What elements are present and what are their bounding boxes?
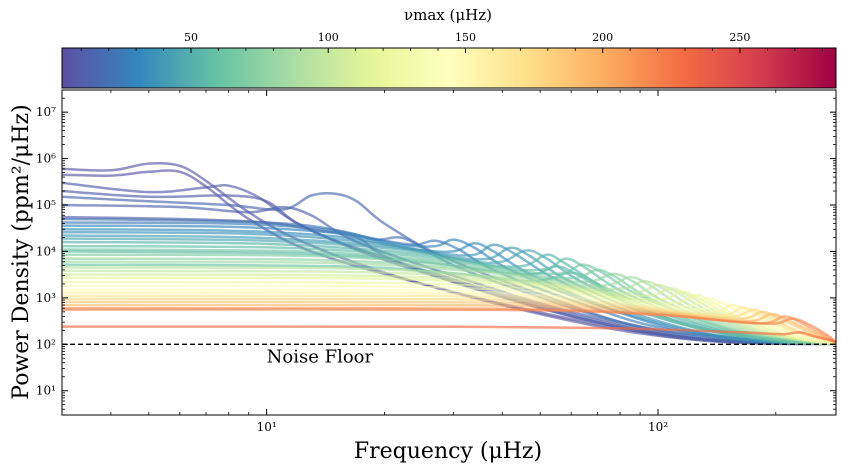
x-tick-label: 10¹	[257, 420, 277, 434]
spectrum-line	[62, 221, 836, 346]
colorbar	[61, 47, 837, 89]
colorbar-ticks: 50 100 150 200 250	[80, 31, 823, 53]
series-layer	[62, 161, 836, 346]
spectrum-line	[62, 288, 836, 345]
spectrum-line	[62, 263, 836, 346]
spectrum-line	[62, 224, 836, 346]
y-tick-label: 10⁵	[36, 198, 56, 212]
colorbar-tick-label: 200	[592, 31, 613, 44]
colorbar-tick-label: 150	[455, 31, 476, 44]
spectrum-line	[62, 325, 836, 343]
axis-ticks: 10¹ 10² 10³ 10⁴ 10⁵ 10⁶ 10⁷ 10¹ 10²	[36, 89, 836, 434]
y-tick-label: 10⁴	[36, 244, 56, 258]
colorbar-tick-label: 50	[184, 31, 198, 44]
spectrum-line	[62, 240, 836, 346]
spectrum-line	[62, 308, 836, 344]
spectrum-line	[62, 228, 836, 346]
colorbar-tick-label: 250	[729, 31, 750, 44]
x-tick-label: 10²	[648, 420, 668, 434]
y-axis-title: Power Density (ppm²/μHz)	[9, 104, 34, 399]
y-tick-label: 10⁶	[36, 152, 56, 166]
plot-frame	[61, 89, 837, 416]
spectrum-line	[62, 291, 836, 345]
colorbar-tick-label: 100	[318, 31, 339, 44]
y-tick-label: 10³	[36, 291, 56, 305]
y-tick-label: 10⁷	[36, 105, 56, 119]
spectrum-line	[62, 230, 836, 346]
y-tick-label: 10²	[36, 337, 56, 351]
y-tick-label: 10¹	[36, 384, 56, 398]
x-axis-title: Frequency (μHz)	[354, 439, 542, 464]
spectrum-line	[62, 244, 836, 346]
noise-floor-label: Noise Floor	[267, 346, 374, 367]
colorbar-title: νmax (μHz)	[404, 6, 492, 24]
